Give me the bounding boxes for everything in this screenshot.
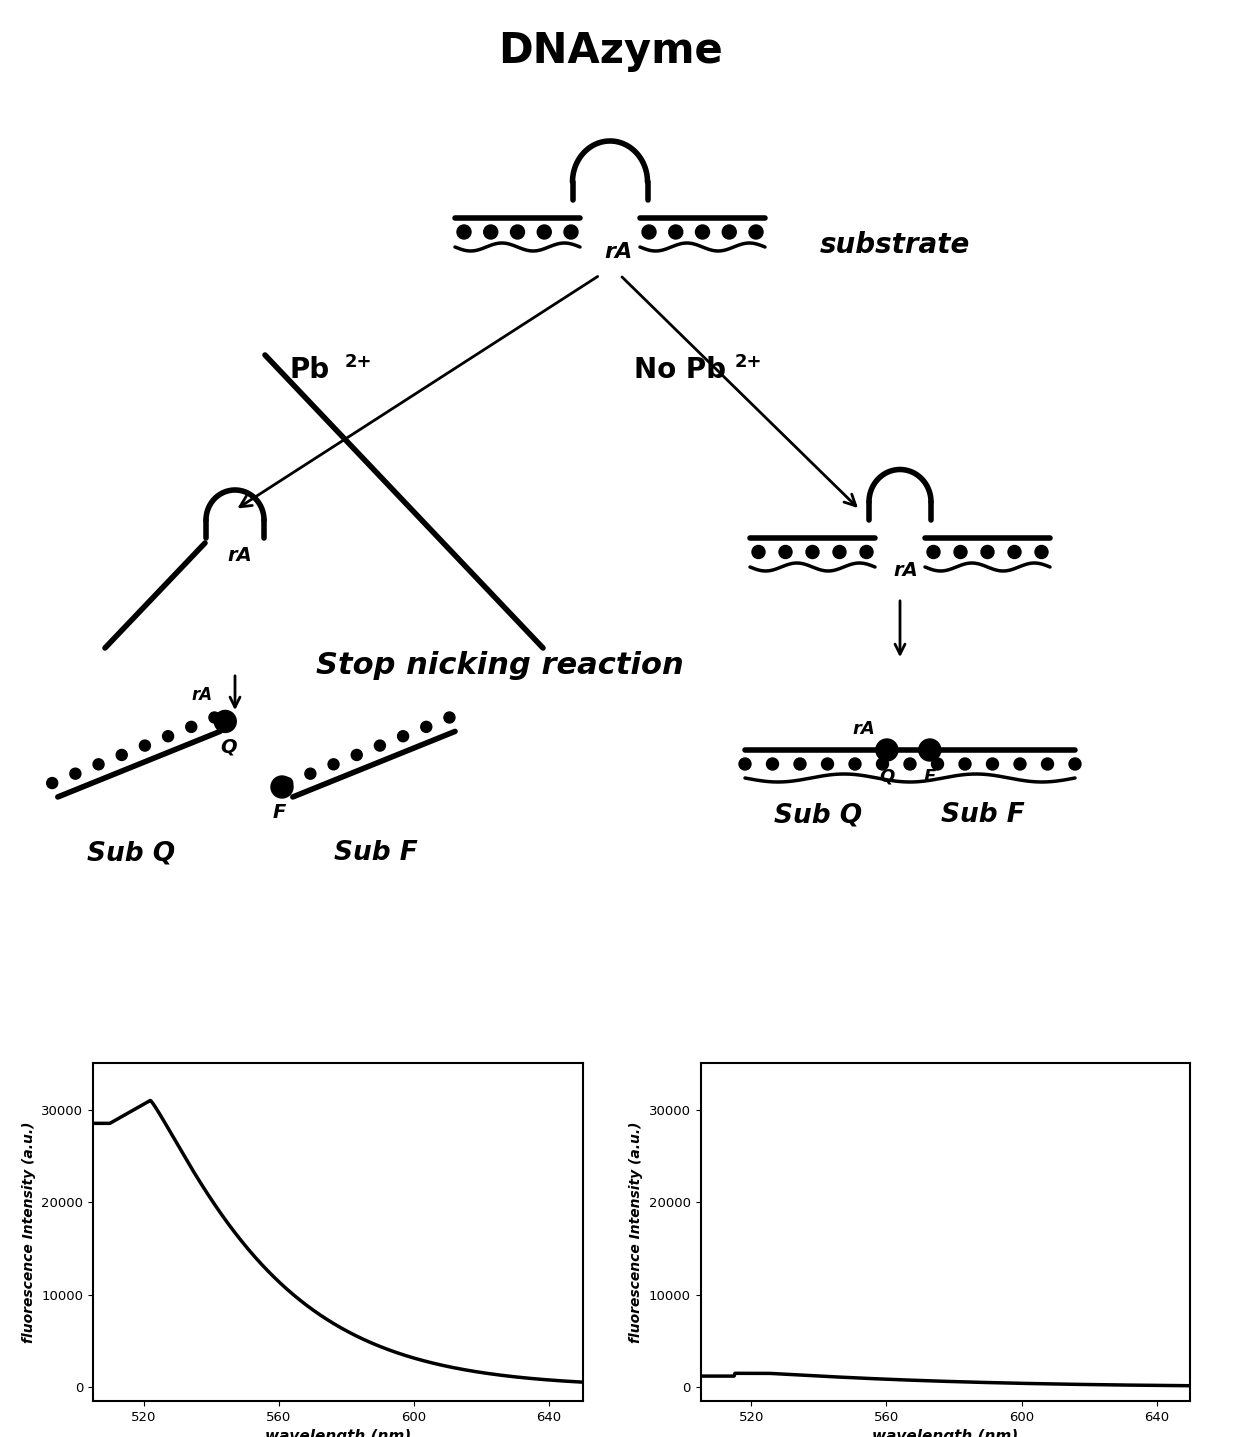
- Text: 2+: 2+: [735, 354, 763, 371]
- Circle shape: [833, 546, 846, 559]
- Circle shape: [739, 757, 751, 770]
- Circle shape: [1042, 757, 1054, 770]
- Circle shape: [186, 721, 197, 733]
- Circle shape: [904, 757, 916, 770]
- Circle shape: [821, 757, 833, 770]
- Text: rA: rA: [894, 560, 919, 579]
- Text: Q: Q: [879, 767, 894, 786]
- Circle shape: [766, 757, 779, 770]
- Circle shape: [928, 546, 940, 559]
- Circle shape: [281, 777, 293, 789]
- Circle shape: [162, 731, 174, 741]
- Circle shape: [722, 226, 737, 239]
- Circle shape: [398, 731, 409, 741]
- Circle shape: [849, 757, 861, 770]
- Text: F: F: [924, 767, 936, 786]
- Circle shape: [806, 546, 818, 559]
- Circle shape: [1014, 757, 1025, 770]
- Circle shape: [877, 757, 889, 770]
- Circle shape: [305, 769, 316, 779]
- Text: Q: Q: [219, 737, 237, 756]
- Circle shape: [47, 777, 58, 789]
- Text: No Pb: No Pb: [634, 356, 725, 384]
- Y-axis label: fluorescence Intensity (a.u.): fluorescence Intensity (a.u.): [630, 1121, 644, 1344]
- Circle shape: [751, 546, 765, 559]
- Circle shape: [329, 759, 339, 770]
- Circle shape: [93, 759, 104, 770]
- Text: Sub F: Sub F: [941, 802, 1024, 828]
- Circle shape: [919, 739, 941, 762]
- Circle shape: [779, 546, 792, 559]
- Circle shape: [1035, 546, 1048, 559]
- Circle shape: [875, 739, 898, 762]
- Circle shape: [484, 226, 497, 239]
- Circle shape: [696, 226, 709, 239]
- Circle shape: [668, 226, 683, 239]
- Circle shape: [954, 546, 967, 559]
- Text: Stop nicking reaction: Stop nicking reaction: [316, 651, 684, 680]
- Circle shape: [215, 710, 237, 733]
- Circle shape: [959, 757, 971, 770]
- Circle shape: [139, 740, 150, 752]
- Circle shape: [351, 750, 362, 760]
- Circle shape: [749, 226, 763, 239]
- Circle shape: [564, 226, 578, 239]
- Circle shape: [861, 546, 873, 559]
- Text: rA: rA: [852, 720, 875, 739]
- Text: substrate: substrate: [820, 231, 971, 259]
- Circle shape: [794, 757, 806, 770]
- Circle shape: [931, 757, 944, 770]
- Text: DNAzyme: DNAzyme: [497, 30, 723, 72]
- Circle shape: [537, 226, 552, 239]
- Circle shape: [981, 546, 994, 559]
- Text: Sub Q: Sub Q: [87, 841, 175, 867]
- Circle shape: [642, 226, 656, 239]
- Text: rA: rA: [228, 546, 253, 565]
- Text: rA: rA: [604, 241, 632, 262]
- Circle shape: [1008, 546, 1021, 559]
- Circle shape: [458, 226, 471, 239]
- Circle shape: [444, 711, 455, 723]
- Circle shape: [987, 757, 998, 770]
- Circle shape: [210, 711, 219, 723]
- Circle shape: [374, 740, 386, 752]
- X-axis label: wavelength (nm): wavelength (nm): [265, 1430, 410, 1437]
- Circle shape: [272, 776, 293, 798]
- Circle shape: [420, 721, 432, 733]
- Text: Sub F: Sub F: [335, 841, 418, 867]
- Circle shape: [117, 750, 128, 760]
- Text: Sub Q: Sub Q: [774, 802, 862, 828]
- X-axis label: wavelength (nm): wavelength (nm): [873, 1430, 1018, 1437]
- Text: F: F: [273, 803, 285, 822]
- Text: 2+: 2+: [345, 354, 372, 371]
- Circle shape: [1069, 757, 1081, 770]
- Circle shape: [69, 769, 81, 779]
- Text: rA: rA: [192, 687, 213, 704]
- Y-axis label: fluorescence Intensity (a.u.): fluorescence Intensity (a.u.): [22, 1121, 36, 1344]
- Text: Pb: Pb: [290, 356, 330, 384]
- Circle shape: [511, 226, 525, 239]
